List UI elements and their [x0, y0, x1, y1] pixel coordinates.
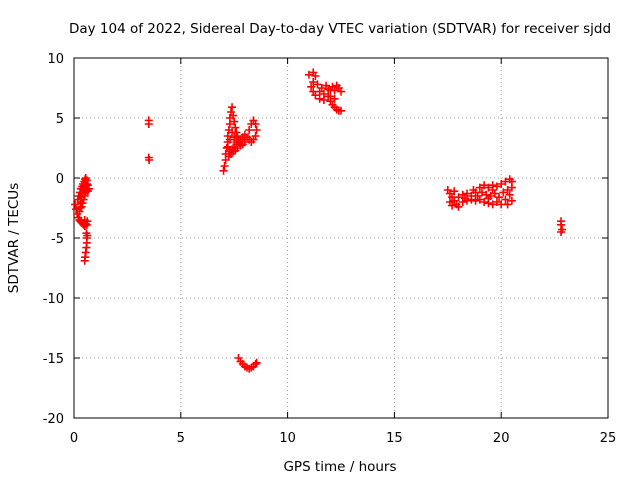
data-point: [505, 190, 514, 199]
data-point: [454, 202, 463, 211]
axis-ticks: 0 5 10 15 20 25 -20 -15 -10 -5 0 5 10: [43, 52, 617, 446]
data-point: [75, 207, 84, 216]
data-point: [319, 90, 328, 98]
data-point: [448, 201, 457, 210]
data-point: [471, 196, 480, 205]
data-point: [488, 200, 497, 209]
data-points: [71, 68, 567, 373]
data-point: [229, 111, 238, 120]
chart-title: Day 104 of 2022, Sidereal Day-to-day VTE…: [69, 21, 611, 37]
data-point: [475, 183, 484, 192]
data-point: [490, 189, 499, 198]
data-point: [80, 192, 89, 200]
data-point: [317, 84, 326, 92]
data-point: [330, 86, 339, 95]
y-axis-label: SDTVAR / TECUs: [6, 183, 22, 293]
data-point: [225, 135, 234, 144]
y-tick-label: 5: [56, 112, 64, 127]
y-tick-label: -15: [43, 352, 64, 367]
data-point: [71, 200, 80, 209]
data-point: [460, 194, 469, 203]
data-point: [252, 358, 261, 367]
data-point: [311, 91, 320, 100]
data-point: [251, 360, 260, 368]
data-point: [83, 231, 92, 240]
x-tick-label: 20: [493, 431, 510, 446]
data-point: [144, 120, 153, 128]
x-tick-label: 5: [177, 431, 185, 446]
data-point: [307, 82, 316, 91]
data-point: [497, 180, 506, 188]
data-point: [311, 72, 320, 80]
data-point: [80, 256, 89, 265]
data-point: [467, 195, 476, 204]
data-point: [477, 188, 486, 197]
y-tick-label: -10: [43, 292, 64, 307]
data-point: [480, 181, 489, 190]
data-point: [315, 94, 324, 103]
data-point: [492, 182, 501, 191]
data-point: [501, 195, 510, 204]
data-point: [337, 87, 345, 96]
data-point: [499, 188, 508, 197]
x-tick-label: 15: [386, 431, 403, 446]
data-point: [232, 138, 241, 146]
data-point: [247, 120, 256, 128]
data-point: [488, 181, 497, 190]
data-point: [503, 186, 512, 194]
data-point: [220, 162, 229, 170]
data-point: [77, 202, 86, 211]
x-tick-label: 25: [600, 431, 617, 446]
data-point: [252, 126, 261, 134]
x-axis-label: GPS time / hours: [283, 459, 396, 475]
data-point: [228, 103, 237, 112]
data-point: [223, 142, 232, 151]
data-point: [480, 198, 489, 206]
grid: [74, 58, 608, 418]
data-point: [507, 183, 516, 192]
data-point: [484, 183, 493, 192]
data-point: [309, 78, 318, 86]
data-point: [84, 184, 93, 193]
data-point: [507, 196, 516, 205]
data-point: [484, 194, 493, 203]
data-point: [245, 126, 254, 134]
x-tick-label: 10: [279, 431, 296, 446]
y-tick-label: -5: [51, 232, 64, 247]
data-point: [304, 70, 313, 79]
y-tick-label: -20: [43, 412, 64, 427]
data-point: [230, 133, 239, 142]
data-point: [322, 81, 331, 90]
data-point: [497, 200, 506, 209]
data-point: [463, 189, 472, 198]
data-point: [495, 193, 504, 202]
data-point: [454, 193, 463, 202]
data-point: [469, 186, 478, 194]
data-point: [337, 106, 345, 115]
data-point: [78, 199, 87, 208]
data-point: [233, 144, 242, 152]
data-point: [145, 156, 154, 164]
data-point: [557, 228, 566, 236]
data-point: [251, 132, 260, 140]
data-point: [83, 217, 92, 226]
y-tick-label: 10: [47, 52, 64, 67]
data-point: [228, 128, 237, 137]
data-point: [557, 220, 566, 229]
data-point: [492, 198, 501, 206]
data-point: [313, 80, 322, 89]
x-tick-label: 0: [70, 431, 78, 446]
data-point: [230, 117, 239, 126]
data-point: [79, 195, 88, 204]
data-point: [330, 94, 339, 103]
data-point: [76, 204, 85, 212]
data-point: [240, 138, 249, 146]
data-point: [231, 123, 240, 132]
data-point: [450, 187, 459, 196]
data-point: [219, 166, 228, 175]
data-point: [473, 192, 482, 200]
y-tick-label: 0: [56, 172, 64, 187]
